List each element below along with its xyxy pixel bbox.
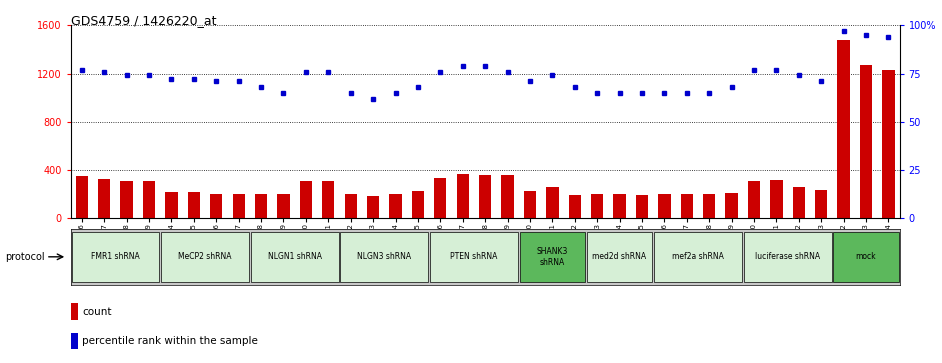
Bar (883, 70, 895, 218)
Text: SHANK3
shRNA: SHANK3 shRNA (537, 247, 568, 266)
Bar (725, 192, 738, 218)
Bar (71, 333, 78, 349)
Bar (71, 303, 78, 320)
Bar (479, 175, 492, 218)
Bar (520, 232, 585, 282)
Text: PTEN shRNA: PTEN shRNA (450, 252, 497, 261)
Bar (658, 194, 671, 218)
Bar (389, 194, 401, 218)
Bar (792, 187, 805, 218)
Bar (457, 174, 469, 218)
Text: GDS4759 / 1426220_at: GDS4759 / 1426220_at (71, 15, 216, 28)
Bar (546, 187, 559, 218)
Text: percentile rank within the sample: percentile rank within the sample (83, 336, 258, 346)
Bar (743, 232, 832, 282)
Bar (121, 180, 133, 218)
Bar (654, 232, 742, 282)
Text: count: count (83, 307, 112, 317)
Bar (860, 65, 872, 218)
Bar (569, 195, 581, 218)
Bar (233, 194, 245, 218)
Bar (748, 181, 760, 218)
Bar (430, 232, 518, 282)
Text: mef2a shRNA: mef2a shRNA (672, 252, 723, 261)
Bar (501, 175, 513, 218)
Text: NLGN3 shRNA: NLGN3 shRNA (357, 252, 412, 261)
Bar (72, 232, 159, 282)
Bar (636, 195, 648, 218)
Bar (322, 181, 334, 218)
Bar (161, 232, 249, 282)
Bar (165, 192, 178, 218)
Bar (703, 194, 715, 218)
Bar (834, 232, 899, 282)
Bar (771, 180, 783, 218)
Bar (340, 232, 429, 282)
Text: NLGN1 shRNA: NLGN1 shRNA (268, 252, 322, 261)
Text: mock: mock (855, 252, 876, 261)
Bar (210, 194, 222, 218)
Bar (434, 178, 447, 218)
Bar (143, 180, 155, 218)
Text: med2d shRNA: med2d shRNA (593, 252, 646, 261)
Bar (524, 191, 536, 218)
Bar (591, 194, 603, 218)
Bar (837, 40, 850, 218)
Bar (815, 190, 827, 218)
Bar (613, 194, 625, 218)
Bar (251, 232, 338, 282)
Bar (681, 194, 693, 218)
Bar (300, 180, 312, 218)
Bar (345, 194, 357, 218)
Bar (367, 196, 380, 218)
Text: MeCP2 shRNA: MeCP2 shRNA (178, 252, 232, 261)
Text: FMR1 shRNA: FMR1 shRNA (91, 252, 139, 261)
Bar (187, 192, 200, 218)
Bar (98, 179, 110, 218)
Bar (587, 232, 652, 282)
Bar (277, 194, 289, 218)
Text: luciferase shRNA: luciferase shRNA (755, 252, 820, 261)
Bar (412, 191, 424, 218)
Bar (255, 194, 268, 218)
Bar (75, 176, 88, 218)
Text: protocol: protocol (5, 252, 44, 262)
